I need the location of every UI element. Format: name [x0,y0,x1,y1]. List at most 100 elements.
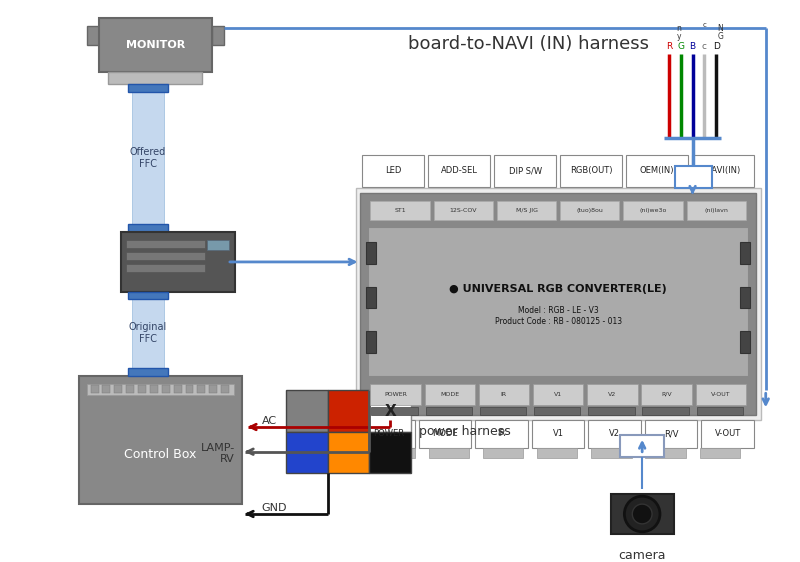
Text: GND: GND [262,503,287,513]
Bar [537,448,578,457]
Bar [361,193,756,415]
Bar [86,26,98,46]
Bar [98,18,212,72]
Bar [362,420,415,448]
Bar [494,155,556,187]
Circle shape [624,496,660,532]
Bar [532,420,585,448]
Text: V1: V1 [553,429,564,438]
Text: D: D [713,42,720,51]
Text: POWER: POWER [384,392,407,397]
Text: board-to-NAVI (IN) harness: board-to-NAVI (IN) harness [408,35,649,53]
Text: ● UNIVERSAL RGB CONVERTER(LE): ● UNIVERSAL RGB CONVERTER(LE) [450,284,667,294]
Text: G: G [718,32,723,41]
Text: R/V: R/V [664,429,678,438]
Bar [210,386,217,393]
Bar [132,84,164,232]
Bar [286,432,328,473]
Text: Original
FFC: Original FFC [129,322,167,344]
Bar [286,391,328,432]
Bar [174,386,182,393]
Text: M/S JIG: M/S JIG [515,208,538,213]
Text: POWER: POWER [373,429,404,438]
Bar [122,232,235,292]
Bar [426,407,472,415]
Text: (tuo)8ou: (tuo)8ou [576,208,603,213]
Bar [362,155,424,187]
Text: n: n [676,24,681,33]
Bar [702,420,754,448]
Text: camera: camera [618,549,666,562]
Bar [591,448,631,457]
Bar [692,155,754,187]
Bar [126,264,206,272]
Text: c: c [702,42,707,51]
Bar [126,386,134,393]
Text: V-OUT: V-OUT [714,429,741,438]
Text: AC: AC [262,416,277,426]
Bar [645,420,698,448]
Bar [126,240,206,248]
Bar [370,432,411,473]
Bar [355,188,761,420]
Bar [697,407,743,415]
Text: ADD-SEL: ADD-SEL [441,166,478,175]
Text: IR: IR [501,392,507,397]
Bar [740,287,750,309]
Text: R: R [666,42,672,51]
Bar [212,26,224,46]
Bar [587,383,638,405]
Bar [368,228,748,375]
Text: IR: IR [498,429,506,438]
Bar [642,407,689,415]
Bar [482,448,523,457]
Bar [371,407,418,415]
Text: OEM(IN): OEM(IN) [640,166,674,175]
Bar [198,386,206,393]
Bar [132,292,164,375]
Bar [138,386,146,393]
Text: ST1: ST1 [394,208,406,213]
Bar [366,242,376,264]
Text: y: y [677,32,681,41]
Text: R/V: R/V [662,392,672,397]
Bar [610,494,674,534]
Bar [686,201,746,220]
Bar [621,435,664,457]
Text: Model : RGB - LE - V3
Product Code : RB - 080125 - 013: Model : RGB - LE - V3 Product Code : RB … [494,306,622,325]
Bar [370,383,421,405]
Bar [162,386,170,393]
Bar [370,201,430,220]
Bar [109,72,202,84]
Bar [588,420,641,448]
Bar [429,448,469,457]
Text: DIP S/W: DIP S/W [509,166,542,175]
Bar [328,432,370,473]
Bar [78,375,242,504]
Bar [740,331,750,353]
Bar [90,386,98,393]
Bar [370,391,411,432]
Bar [475,420,528,448]
Circle shape [632,504,652,524]
Bar [428,155,490,187]
Bar [700,448,740,457]
Text: V2: V2 [608,392,617,397]
Bar [740,242,750,264]
Text: power harness: power harness [418,425,510,438]
Bar [128,224,168,232]
Text: V2: V2 [609,429,620,438]
Bar [623,201,682,220]
Text: Offered
FFC: Offered FFC [130,147,166,169]
Bar [374,448,414,457]
Text: RGB(OUT): RGB(OUT) [570,166,612,175]
Text: (ni)we3o: (ni)we3o [639,208,666,213]
Text: X: X [384,404,396,419]
Bar [86,383,234,396]
Bar [366,287,376,309]
Bar [366,331,376,353]
Text: B: B [690,42,696,51]
Bar [128,292,168,300]
Bar [478,383,529,405]
Bar [533,383,583,405]
